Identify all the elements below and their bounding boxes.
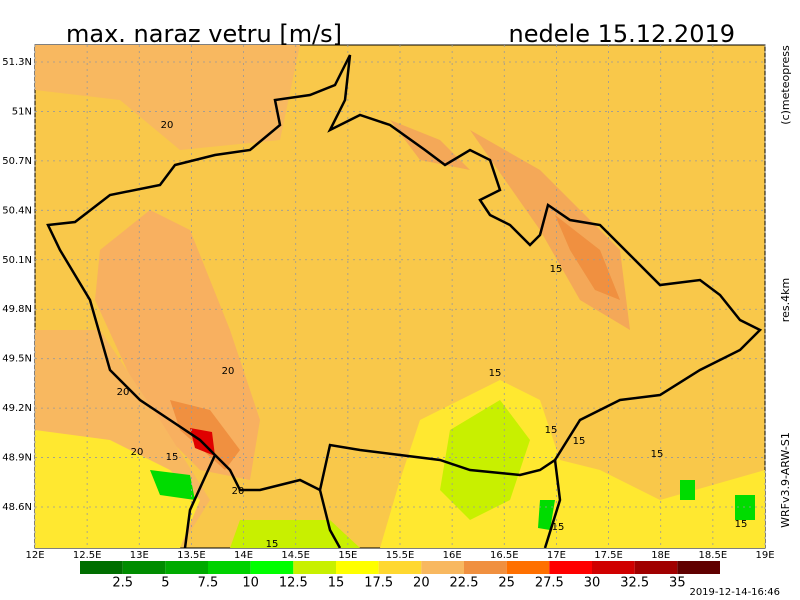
lat-label: 48.6N [2, 502, 32, 513]
lat-label: 50.7N [2, 156, 32, 167]
lon-label: 12E [25, 550, 44, 561]
legend-label: 15 [328, 576, 345, 591]
lon-label: 16.5E [490, 550, 519, 561]
contour-label: 20 [222, 366, 235, 377]
lat-label: 49.5N [2, 354, 32, 365]
legend-swatch [421, 561, 464, 574]
legend-label: 12.5 [279, 576, 308, 591]
contour-label: 20 [117, 387, 130, 398]
legend-label: 5 [161, 576, 169, 591]
lon-label: 18E [651, 550, 670, 561]
legend-label: 2.5 [112, 576, 133, 591]
field [230, 400, 530, 548]
legend-swatch [250, 561, 294, 574]
legend-label: 22.5 [450, 576, 479, 591]
field [35, 430, 200, 548]
contour-label: 20 [131, 447, 144, 458]
lat-label: 50.1N [2, 255, 32, 266]
lat-label: 48.9N [2, 453, 32, 464]
lon-label: 12.5E [73, 550, 102, 561]
lat-label: 50.4N [2, 205, 32, 216]
lat-label: 49.8N [2, 304, 32, 315]
legend-label: 35 [669, 576, 686, 591]
legend: 2.5 5 7.5 10 12.5 15 17.5 20 22.5 25 27.5 30 32.5 35 [80, 561, 720, 591]
legend-swatch [378, 561, 422, 574]
field [555, 215, 620, 300]
map: 20 20 20 20 20 15 15 15 15 15 15 15 15 15 [34, 44, 766, 550]
contour-label: 15 [166, 452, 179, 463]
legend-label: 25 [498, 576, 515, 591]
lon-label: 15E [338, 550, 357, 561]
date: nedele 15.12.2019 [509, 20, 735, 48]
legend-swatch [634, 561, 678, 574]
field [390, 120, 630, 330]
field [35, 45, 300, 150]
lon-label: 13.5E [177, 550, 206, 561]
legend-swatch [506, 561, 550, 574]
contour-label: 15 [552, 522, 565, 533]
legend-label: 27.5 [535, 576, 564, 591]
lon-label: 16E [443, 550, 462, 561]
legend-swatch [165, 561, 208, 574]
field [95, 210, 260, 480]
legend-swatch [336, 561, 379, 574]
contour-label: 15 [735, 519, 748, 530]
timestamp: 2019-12-14-16:46 [689, 587, 780, 598]
legend-swatch [208, 561, 251, 574]
legend-swatch [80, 561, 123, 574]
legend-label: 32.5 [620, 576, 649, 591]
lon-label: 19E [755, 550, 774, 561]
lon-label: 17.5E [594, 550, 623, 561]
legend-label: 30 [584, 576, 601, 591]
title: max. naraz vetru [m/s] [66, 20, 342, 48]
contour-label: 15 [573, 436, 586, 447]
lon-label: 17E [547, 550, 566, 561]
legend-swatch [464, 561, 507, 574]
contour-label: 20 [232, 486, 245, 497]
model: WRFv3.9-ARW-S1 [779, 432, 792, 528]
legend-swatch [677, 561, 720, 574]
lat-label: 49.2N [2, 403, 32, 414]
legend-label: 17.5 [364, 576, 393, 591]
lon-label: 15.5E [386, 550, 415, 561]
resolution: res.4km [779, 278, 792, 322]
lat-label: 51.3N [2, 57, 32, 68]
legend-swatch [122, 561, 166, 574]
copyright: (c)meteopress [779, 45, 792, 125]
legend-label: 10 [242, 576, 259, 591]
legend-swatch [592, 561, 635, 574]
lon-label: 14.5E [281, 550, 310, 561]
lon-label: 13E [130, 550, 149, 561]
lon-label: 14E [234, 550, 253, 561]
legend-swatch [293, 561, 336, 574]
legend-swatch [549, 561, 592, 574]
lon-label: 18.5E [699, 550, 728, 561]
legend-label: 20 [413, 576, 430, 591]
contour-label: 15 [550, 264, 563, 275]
contour-label: 15 [545, 425, 558, 436]
lat-label: 51N [12, 106, 32, 117]
contour-label: 15 [651, 449, 664, 460]
contour-label: 15 [489, 368, 502, 379]
legend-label: 7.5 [198, 576, 219, 591]
contour-label: 20 [161, 120, 174, 131]
border [46, 54, 763, 549]
contour-label: 15 [266, 539, 279, 550]
